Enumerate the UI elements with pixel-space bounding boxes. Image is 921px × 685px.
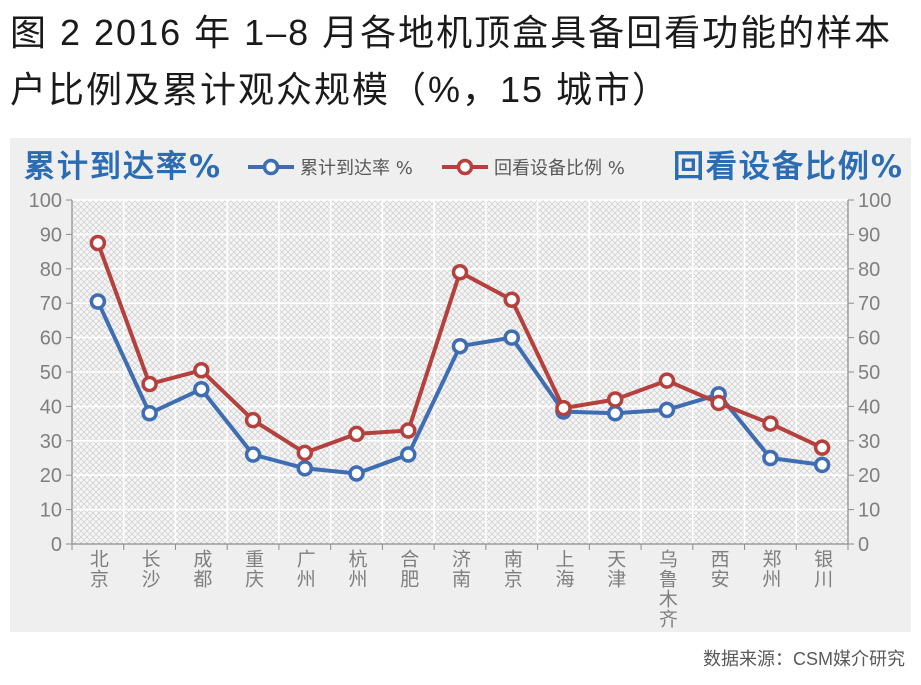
data-point-playback-device (451, 263, 469, 281)
gridlines (72, 199, 848, 544)
data-point-playback-device (555, 399, 572, 417)
data-point-playback-device (89, 234, 107, 252)
data-point-playback-device (296, 444, 314, 462)
x-axis-category-label: 上海 (552, 549, 575, 589)
left-axis-tick-label: 30 (40, 431, 62, 453)
data-point-reach (503, 329, 520, 346)
x-axis-category-label: 长沙 (138, 549, 161, 589)
legend-label: 回看设备比例 % (494, 158, 625, 179)
data-point-reach (193, 380, 210, 398)
right-axis-tick-label: 90 (858, 224, 880, 246)
data-point-playback-device (503, 291, 520, 309)
left-axis-tick-label: 90 (40, 224, 62, 246)
series-markers (89, 234, 831, 482)
data-point-playback-device (193, 362, 210, 379)
left-axis-tick-label: 40 (40, 396, 62, 418)
right-axis-tick-label: 30 (858, 431, 880, 453)
data-point-reach (400, 446, 417, 463)
axes: 0 10 20 30 40 50 60 70 80 90 100 0 10 20 30 40 50 60 70 80 9… (29, 190, 892, 556)
data-point-playback-device (348, 425, 365, 443)
x-axis-category-label: 银川 (811, 549, 834, 589)
left-axis-title: 累计到达率% (24, 149, 222, 185)
right-axis-tick-label: 70 (858, 293, 880, 315)
legend-item-playback-device: 回看设备比例 % (442, 158, 625, 179)
data-point-reach (606, 405, 624, 422)
data-point-reach (762, 449, 779, 467)
x-axis-category-label: 南京 (500, 549, 523, 589)
x-axis-category-label: 济南 (449, 549, 471, 589)
left-axis-tick-label: 60 (40, 328, 62, 350)
data-point-reach (451, 337, 469, 355)
data-point-reach (89, 293, 107, 310)
data-point-playback-device (813, 439, 831, 456)
data-point-reach (348, 465, 365, 482)
x-axis-category-label: 杭州 (345, 549, 368, 589)
x-axis-category-label: 郑州 (759, 549, 782, 589)
x-axis-category-label: 广州 (293, 549, 316, 589)
left-axis-tick-label: 100 (29, 190, 62, 212)
data-point-playback-device (710, 394, 727, 412)
data-point-playback-device (400, 422, 417, 439)
x-axis-category-label: 合肥 (397, 549, 420, 589)
data-point-playback-device (658, 372, 676, 389)
data-point-reach (296, 460, 314, 477)
legend-label: 累计到达率 % (300, 158, 413, 179)
x-axis-category-label: 乌鲁木齐 (655, 549, 678, 629)
right-axis-tick-label: 50 (858, 362, 880, 384)
data-point-playback-device (244, 411, 262, 429)
data-source-note: 数据来源：CSM媒介研究 (703, 649, 905, 669)
data-point-playback-device (606, 391, 624, 408)
right-axis-tick-label: 10 (858, 500, 880, 522)
left-axis-tick-label: 70 (40, 293, 62, 315)
chart-title-line-2: 户比例及累计观众规模（%，15 城市） (10, 69, 671, 110)
right-axis-title: 回看设备比例% (673, 149, 904, 185)
left-axis-tick-label: 20 (40, 465, 62, 487)
chart-title-line-1: 图 2 2016 年 1–8 月各地机顶盒具备回看功能的样本 (10, 12, 893, 53)
x-axis-category-label: 重庆 (242, 549, 265, 589)
legend-swatch-marker (456, 158, 474, 176)
right-axis-tick-label: 40 (858, 396, 880, 418)
legend-item-reach: 累计到达率 % (248, 158, 413, 179)
data-point-reach (141, 405, 158, 422)
data-point-reach (813, 456, 831, 474)
left-axis-tick-label: 80 (40, 259, 62, 281)
right-axis-tick-label: 20 (858, 465, 880, 487)
right-axis-tick-label: 80 (858, 259, 880, 281)
data-point-reach (244, 446, 262, 463)
left-axis-tick-label: 50 (40, 362, 62, 384)
left-axis-tick-label: 0 (51, 534, 62, 556)
right-axis-tick-label: 0 (858, 534, 869, 556)
x-axis-category-label: 成都 (190, 549, 213, 589)
right-axis-tick-label: 60 (858, 328, 880, 350)
data-point-reach (658, 401, 676, 419)
legend: 累计到达率 % 回看设备比例 % (248, 158, 625, 179)
legend-swatch-marker (262, 158, 280, 176)
x-axis-category-label: 天津 (604, 549, 627, 589)
x-axis-category-label: 北京 (86, 549, 109, 589)
data-point-playback-device (762, 415, 779, 432)
right-axis-tick-label: 100 (858, 190, 891, 212)
data-point-playback-device (141, 375, 158, 393)
left-axis-tick-label: 10 (40, 500, 62, 522)
x-axis-category-label: 西安 (707, 549, 730, 589)
